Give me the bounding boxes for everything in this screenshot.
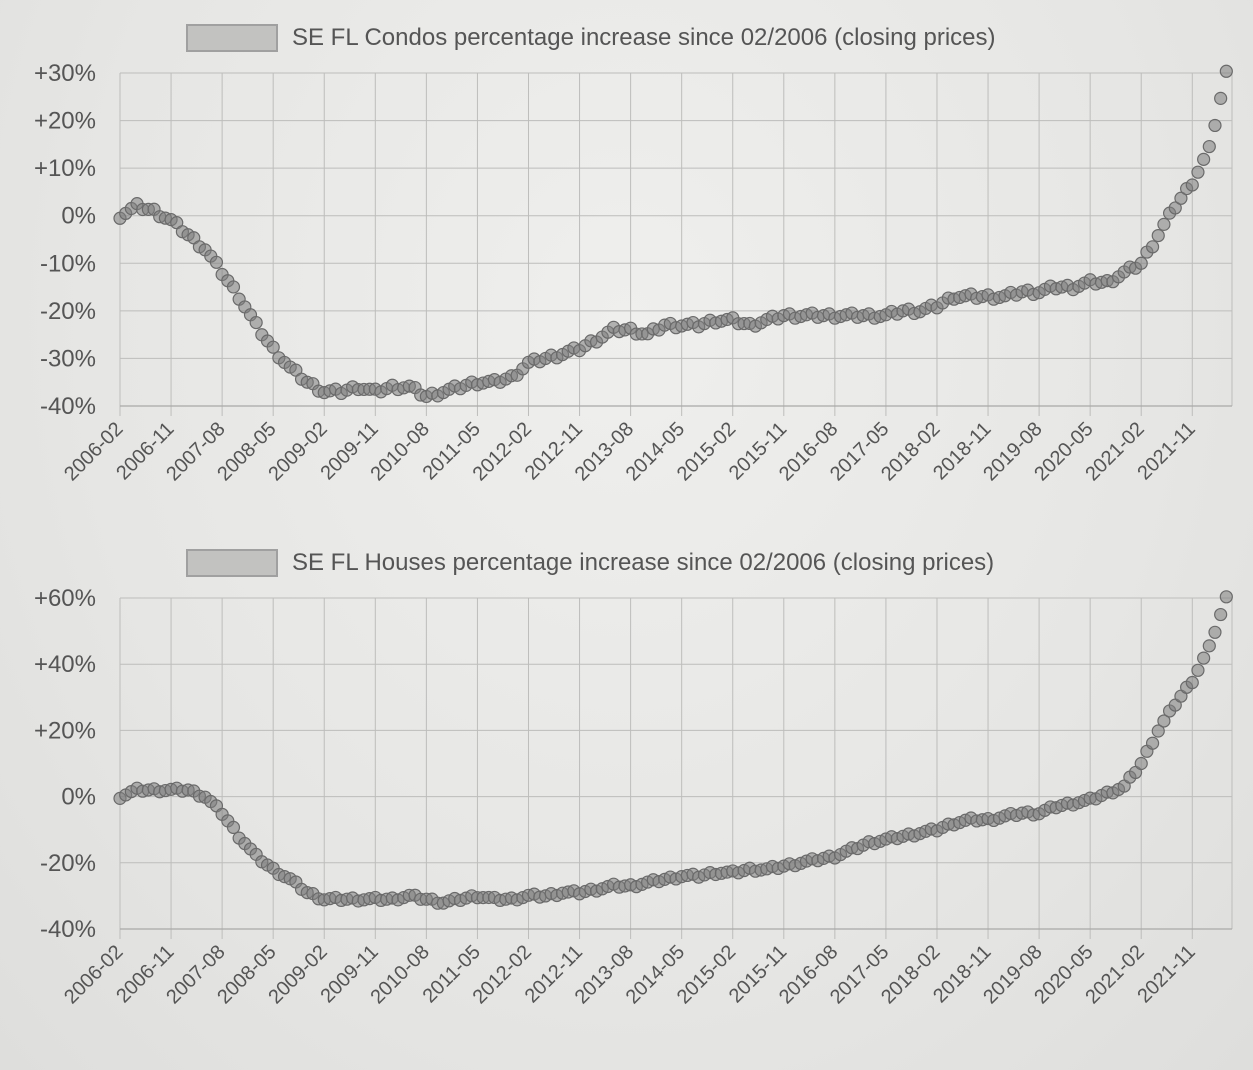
chart-1: SE FL Condos percentage increase since 0… xyxy=(34,24,1233,485)
y-tick-label: -20% xyxy=(40,298,96,325)
legend-label: SE FL Houses percentage increase since 0… xyxy=(292,549,994,576)
y-tick-label: -30% xyxy=(40,345,96,372)
data-point xyxy=(1208,625,1222,639)
data-point xyxy=(226,820,241,835)
data-point xyxy=(1208,118,1222,133)
data-point xyxy=(1157,714,1171,728)
data-point xyxy=(1185,675,1199,690)
data-point xyxy=(1197,152,1211,166)
data-point xyxy=(1151,724,1165,738)
legend-swatch xyxy=(186,24,278,52)
data-point xyxy=(266,340,280,354)
data-point xyxy=(226,280,241,294)
x-tick-label: 2021-11 xyxy=(1133,941,1199,1007)
data-point xyxy=(1219,64,1233,78)
data-point xyxy=(1214,91,1228,105)
data-point xyxy=(1214,607,1228,622)
data-point xyxy=(1202,139,1216,154)
data-point xyxy=(1197,651,1211,665)
data-point xyxy=(1145,240,1160,254)
y-tick-label: +10% xyxy=(34,155,96,182)
data-point xyxy=(249,315,263,330)
y-tick-label: +60% xyxy=(34,585,96,612)
y-tick-label: +40% xyxy=(34,651,96,678)
legend-label: SE FL Condos percentage increase since 0… xyxy=(292,24,996,51)
y-tick-label: -10% xyxy=(40,250,96,277)
y-tick-label: +30% xyxy=(34,60,96,87)
y-tick-label: +20% xyxy=(34,108,96,135)
y-tick-label: 0% xyxy=(61,784,96,811)
series-1 xyxy=(113,64,1233,404)
y-tick-label: -40% xyxy=(40,393,96,420)
series-1 xyxy=(113,590,1233,910)
data-point xyxy=(1191,663,1205,677)
data-point xyxy=(1174,191,1188,205)
y-tick-label: 0% xyxy=(61,203,96,230)
data-point xyxy=(1145,736,1160,750)
data-point xyxy=(1168,201,1182,215)
y-tick-label: +20% xyxy=(34,717,96,744)
legend-swatch xyxy=(186,549,278,577)
chart-2: SE FL Houses percentage increase since 0… xyxy=(34,549,1233,1008)
y-tick-label: -20% xyxy=(40,850,96,877)
x-tick-label: 2021-11 xyxy=(1133,418,1199,484)
data-point xyxy=(1185,178,1199,192)
data-point xyxy=(1191,165,1205,179)
data-point xyxy=(1134,756,1148,771)
data-point xyxy=(1202,639,1216,653)
y-tick-label: -40% xyxy=(40,916,96,943)
data-point xyxy=(209,255,224,269)
data-point xyxy=(1134,256,1148,270)
data-point xyxy=(1151,228,1165,243)
data-point xyxy=(1157,217,1171,231)
data-point xyxy=(1219,590,1233,604)
